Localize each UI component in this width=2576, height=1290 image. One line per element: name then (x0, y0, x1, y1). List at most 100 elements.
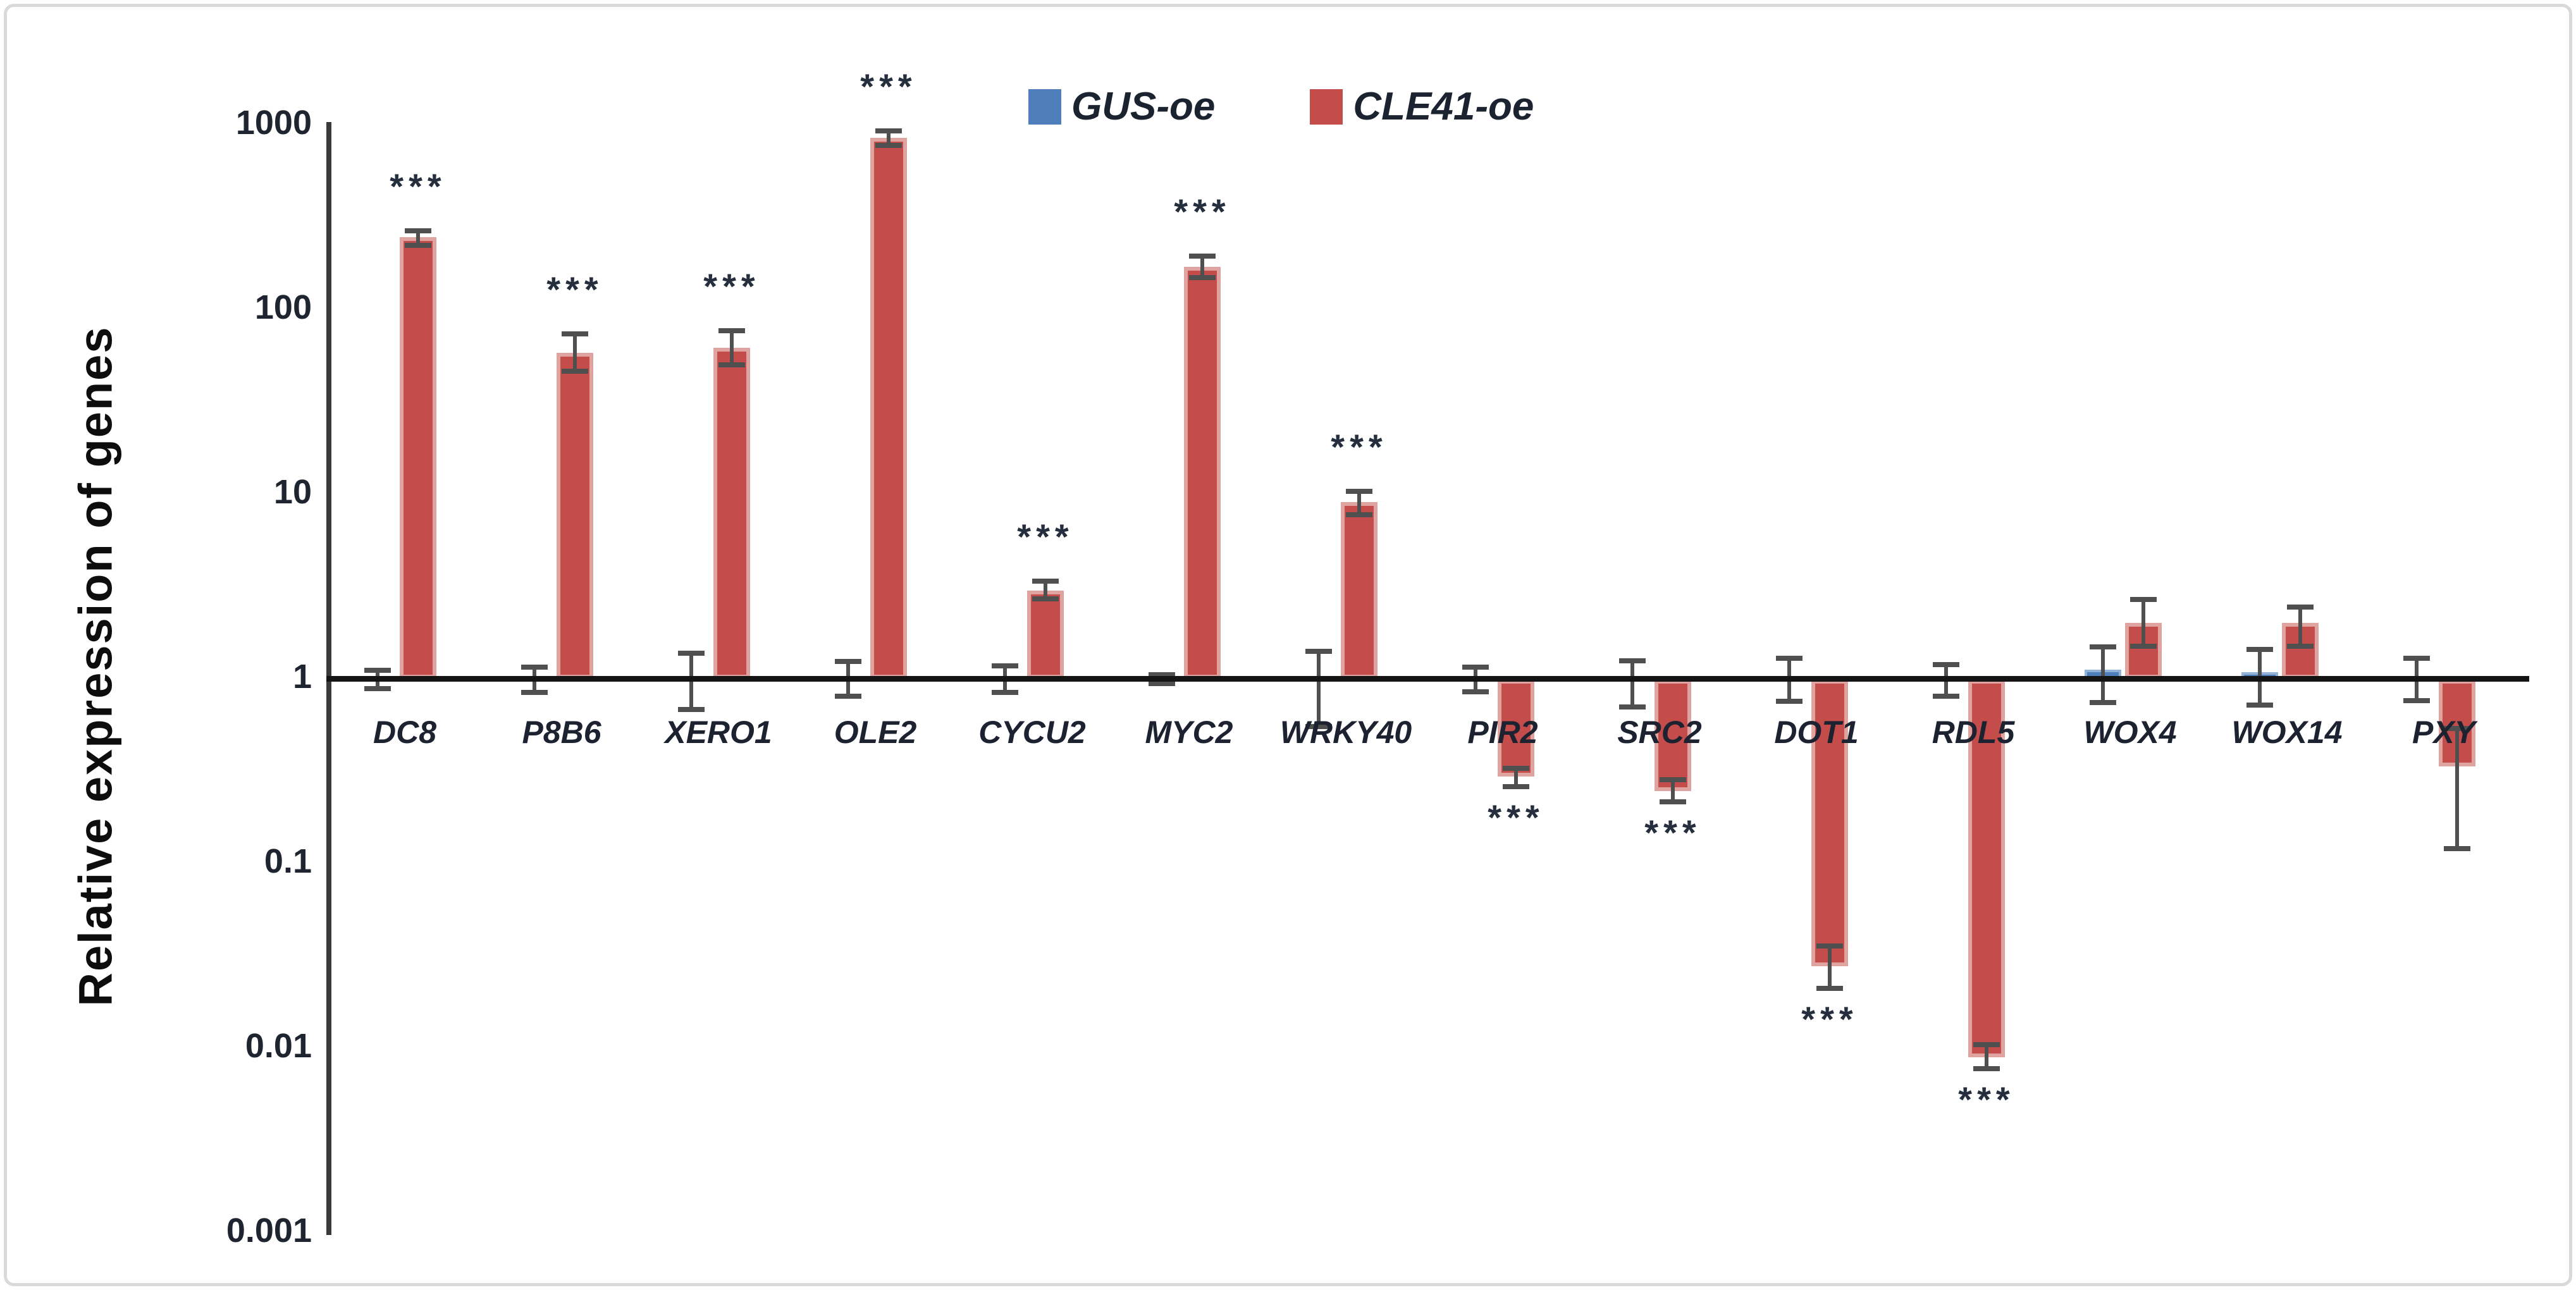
error-bar-cle41-oe-WOX4-cap-bottom (2130, 643, 2157, 649)
legend-swatch-gus-oe (1028, 89, 1061, 125)
gene-label-WRKY40: WRKY40 (1279, 715, 1412, 750)
significance-marker-PIR2: *** (1488, 797, 1544, 837)
error-bar-gus-oe-PIR2-cap-top (1462, 665, 1489, 670)
figure-frame: Relative expression of genes GUS-oe CLE41… (4, 4, 2572, 1286)
error-bar-gus-oe-SRC2-cap-top (1619, 658, 1646, 663)
legend-item-cle41-oe: CLE41-oe (1310, 84, 1534, 129)
significance-marker-P8B6: *** (546, 269, 603, 310)
bar-cle41-oe-WRKY40 (1341, 502, 1377, 679)
gene-label-CYCU2: CYCU2 (978, 715, 1086, 750)
error-bar-cle41-oe-CYCU2-cap-bottom (1032, 596, 1059, 602)
error-bar-gus-oe-DC8-cap-bottom (364, 686, 391, 692)
bar-cle41-oe-XERO1 (713, 347, 750, 679)
error-bar-cle41-oe-PXY-cap-top (2444, 726, 2470, 732)
error-bar-gus-oe-WOX14-cap-top (2246, 646, 2273, 652)
error-bar-cle41-oe-WOX4 (2142, 599, 2145, 646)
error-bar-cle41-oe-WOX4-cap-top (2130, 597, 2157, 603)
error-bar-cle41-oe-DOT1-cap-bottom (1816, 985, 1843, 991)
bar-cle41-oe-OLE2 (870, 137, 907, 679)
error-bar-gus-oe-WRKY40-cap-bottom (1305, 723, 1332, 729)
bar-cle41-oe-DOT1 (1811, 680, 1848, 967)
gene-label-XERO1: XERO1 (665, 715, 772, 750)
error-bar-gus-oe-WOX4 (2101, 646, 2105, 703)
error-bar-gus-oe-XERO1-cap-top (678, 651, 705, 656)
error-bar-gus-oe-PIR2-cap-bottom (1462, 689, 1489, 694)
error-bar-cle41-oe-WOX14-cap-top (2287, 605, 2314, 610)
legend: GUS-oe CLE41-oe (1028, 84, 1534, 129)
gene-label-RDL5: RDL5 (1932, 715, 2015, 750)
error-bar-cle41-oe-RDL5-cap-top (1973, 1041, 2000, 1047)
significance-marker-OLE2: *** (860, 66, 917, 107)
y-tick-1: 1 (292, 658, 312, 696)
gene-label-SRC2: SRC2 (1617, 715, 1702, 750)
gene-label-MYC2: MYC2 (1145, 715, 1233, 750)
gene-label-OLE2: OLE2 (834, 715, 917, 750)
error-bar-cle41-oe-WRKY40 (1357, 491, 1361, 515)
error-bar-cle41-oe-SRC2-cap-top (1660, 777, 1686, 783)
gene-label-DC8: DC8 (373, 715, 437, 750)
error-bar-gus-oe-P8B6-cap-bottom (521, 690, 548, 696)
x-baseline (326, 676, 2529, 682)
error-bar-gus-oe-DC8-cap-top (364, 667, 391, 673)
bar-cle41-oe-P8B6 (557, 353, 593, 679)
error-bar-gus-oe-P8B6-cap-top (521, 665, 548, 670)
error-bar-gus-oe-CYCU2-cap-bottom (992, 690, 1018, 696)
error-bar-cle41-oe-P8B6 (573, 333, 577, 372)
error-bar-cle41-oe-OLE2 (887, 130, 891, 146)
error-bar-gus-oe-WRKY40-cap-top (1305, 648, 1332, 654)
significance-marker-WRKY40: *** (1331, 427, 1388, 467)
error-bar-cle41-oe-DC8-cap-bottom (405, 242, 431, 248)
error-bar-gus-oe-RDL5-cap-bottom (1933, 694, 1959, 699)
bar-cle41-oe-RDL5 (1968, 680, 2005, 1058)
error-bar-cle41-oe-WRKY40-cap-bottom (1346, 512, 1372, 518)
bar-cle41-oe-CYCU2 (1027, 590, 1064, 679)
error-bar-cle41-oe-RDL5-cap-bottom (1973, 1066, 2000, 1072)
legend-swatch-cle41-oe (1310, 89, 1343, 125)
error-bar-cle41-oe-MYC2-cap-bottom (1189, 275, 1216, 281)
legend-item-gus-oe: GUS-oe (1028, 84, 1215, 129)
error-bar-gus-oe-WOX4-cap-top (2090, 644, 2116, 649)
significance-marker-RDL5: *** (1958, 1079, 2015, 1120)
error-bar-gus-oe-PXY-cap-bottom (2403, 697, 2430, 703)
error-bar-cle41-oe-PIR2 (1514, 767, 1518, 787)
error-bar-cle41-oe-CYCU2 (1044, 580, 1047, 599)
error-bar-cle41-oe-PIR2-cap-top (1503, 765, 1529, 771)
significance-marker-MYC2: *** (1174, 191, 1231, 231)
error-bar-cle41-oe-XERO1-cap-bottom (718, 362, 745, 367)
error-bar-cle41-oe-PXY-cap-bottom (2444, 845, 2470, 851)
gene-label-PXY: PXY (2412, 715, 2476, 750)
significance-marker-DOT1: *** (1801, 998, 1858, 1039)
error-bar-cle41-oe-XERO1 (730, 330, 734, 365)
error-bar-cle41-oe-DOT1 (1828, 945, 1832, 988)
error-bar-gus-oe-DOT1-cap-bottom (1776, 699, 1803, 704)
error-bar-gus-oe-XERO1-cap-bottom (678, 706, 705, 712)
error-bar-gus-oe-DOT1-cap-top (1776, 655, 1803, 661)
error-bar-cle41-oe-DC8-cap-top (405, 228, 431, 233)
error-bar-cle41-oe-WRKY40-cap-top (1346, 489, 1372, 494)
error-bar-gus-oe-WOX4-cap-bottom (2090, 700, 2116, 706)
error-bar-gus-oe-WOX14-cap-bottom (2246, 702, 2273, 708)
error-bar-gus-oe-CYCU2-cap-top (992, 663, 1018, 668)
error-bar-cle41-oe-PIR2-cap-bottom (1503, 783, 1529, 789)
error-bar-gus-oe-MYC2-cap-top (1149, 672, 1175, 677)
y-tick-0.001: 0.001 (226, 1212, 312, 1250)
error-bar-gus-oe-MYC2-cap-bottom (1149, 680, 1175, 686)
y-tick-0.1: 0.1 (264, 842, 312, 880)
error-bar-cle41-oe-P8B6-cap-bottom (562, 369, 588, 374)
gene-label-DOT1: DOT1 (1774, 715, 1859, 750)
y-tick-0.01: 0.01 (245, 1027, 312, 1065)
significance-marker-SRC2: *** (1644, 812, 1701, 852)
error-bar-cle41-oe-OLE2-cap-bottom (875, 143, 902, 149)
error-bar-cle41-oe-RDL5 (1985, 1043, 1988, 1069)
gene-label-WOX4: WOX4 (2083, 715, 2177, 750)
error-bar-gus-oe-SRC2 (1630, 660, 1634, 708)
error-bar-gus-oe-OLE2-cap-bottom (835, 694, 861, 699)
error-bar-gus-oe-RDL5-cap-top (1933, 661, 1959, 667)
gene-label-WOX14: WOX14 (2231, 715, 2343, 750)
error-bar-cle41-oe-MYC2 (1200, 255, 1204, 278)
error-bar-cle41-oe-DOT1-cap-top (1816, 943, 1843, 949)
error-bar-cle41-oe-WOX14-cap-bottom (2287, 643, 2314, 649)
y-tick-10: 10 (273, 473, 312, 511)
error-bar-cle41-oe-DC8 (416, 230, 420, 245)
error-bar-cle41-oe-SRC2 (1671, 779, 1675, 802)
